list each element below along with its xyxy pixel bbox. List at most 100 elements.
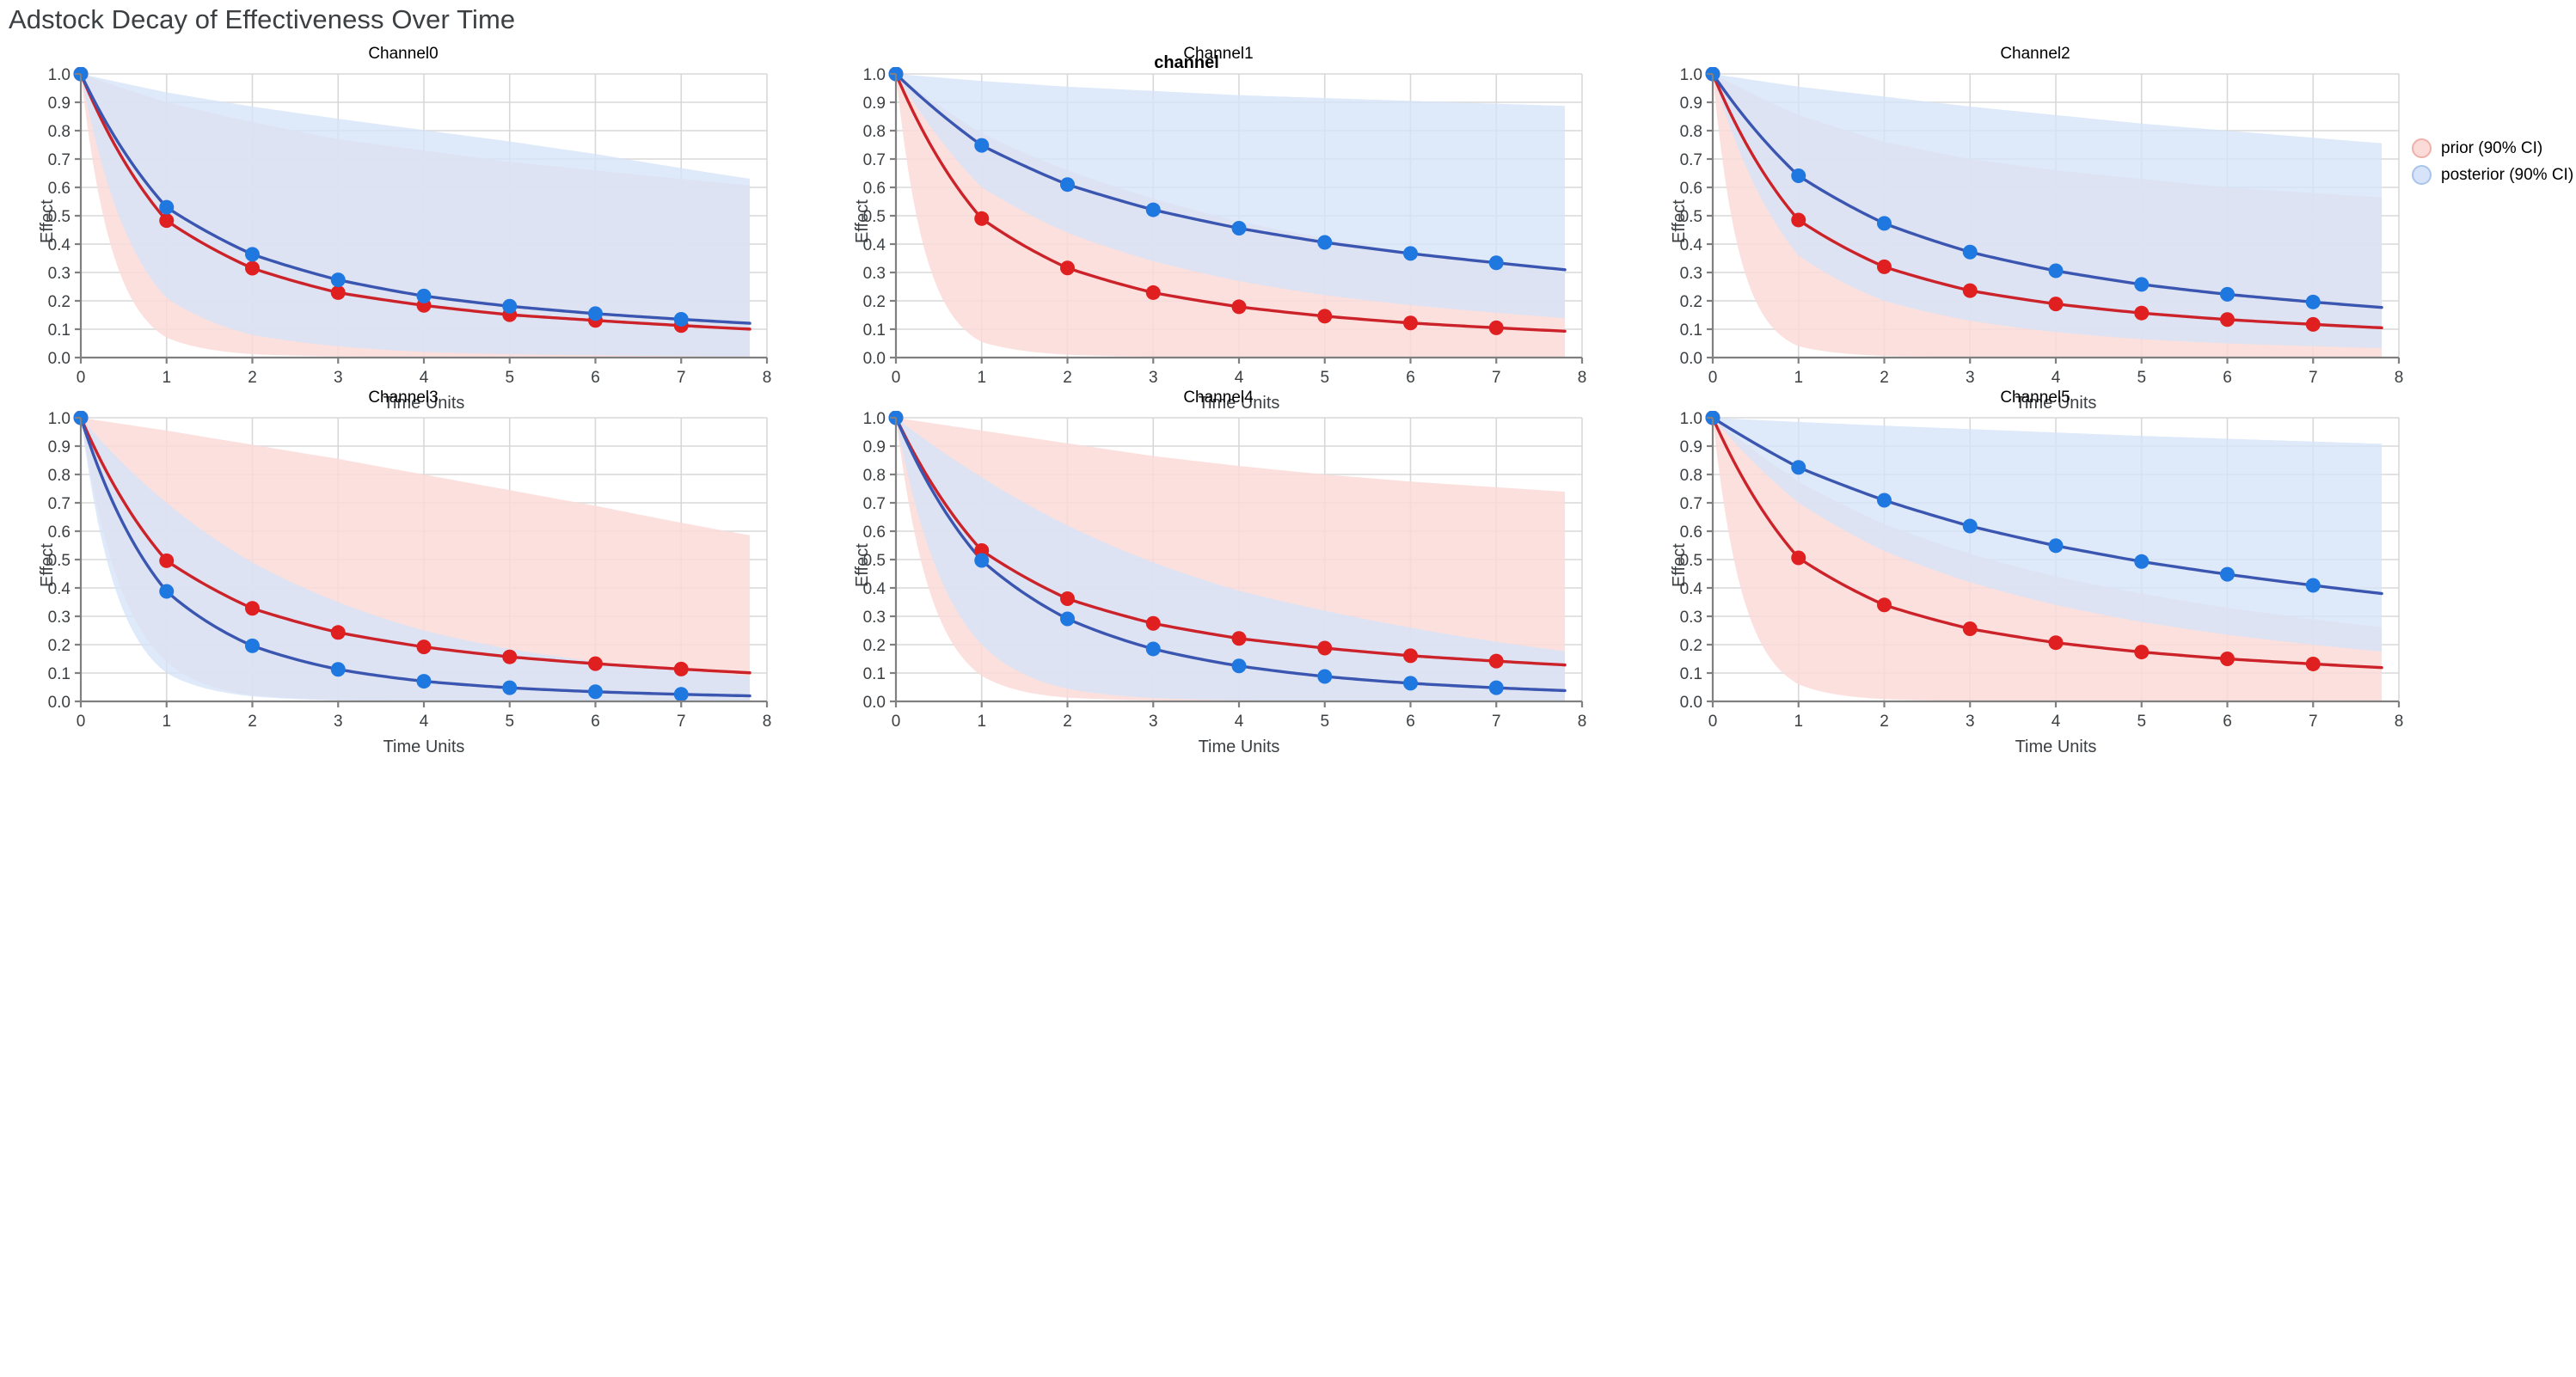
posterior-band bbox=[896, 418, 1566, 701]
y-tick-label: 0.5 bbox=[863, 552, 886, 570]
prior-curve bbox=[79, 416, 751, 675]
y-axis-label: Effect bbox=[853, 199, 872, 243]
prior-point bbox=[1145, 285, 1161, 300]
facet-header: channel bbox=[1154, 53, 1219, 72]
y-tick-label: 0.1 bbox=[48, 665, 71, 683]
prior-point bbox=[1877, 597, 1892, 613]
y-tick-label: 0.6 bbox=[863, 523, 886, 542]
y-tick-label: 0.7 bbox=[48, 151, 71, 169]
y-tick-label: 1.0 bbox=[1680, 67, 1702, 84]
posterior-curve bbox=[894, 416, 1567, 693]
posterior-point bbox=[1145, 641, 1161, 657]
x-tick-label: 8 bbox=[2395, 713, 2404, 731]
y-tick-label: 0.0 bbox=[863, 694, 886, 712]
x-axis-label: Time Units bbox=[383, 394, 465, 413]
prior-point bbox=[159, 213, 175, 229]
x-tick-label: 3 bbox=[334, 713, 343, 731]
x-tick-label: 0 bbox=[1708, 713, 1718, 731]
y-tick-label: 0.6 bbox=[48, 180, 71, 198]
y-tick-label: 0.9 bbox=[48, 95, 71, 113]
x-tick-label: 6 bbox=[2223, 713, 2232, 731]
x-tick-label: 0 bbox=[77, 369, 86, 387]
x-tick-label: 4 bbox=[2052, 369, 2061, 387]
subplot-title: Channel0 bbox=[368, 45, 439, 63]
y-axis-label: Effect bbox=[1670, 199, 1689, 243]
plot-area: 0 1 2 3 4 5 6 7 8 0.0 0.1 0.2 0.3 0.4 0.5 0.6 0.7 0.8 0.9 1… bbox=[28, 411, 779, 736]
posterior-point bbox=[1962, 244, 1978, 260]
posterior-point bbox=[1488, 255, 1504, 271]
x-tick-label: 1 bbox=[162, 713, 171, 731]
data-markers bbox=[73, 411, 689, 702]
posterior-point bbox=[416, 674, 432, 689]
y-axis-label: Effect bbox=[38, 199, 57, 243]
y-tick-label: 0.9 bbox=[48, 438, 71, 456]
page-title: Adstock Decay of Effectiveness Over Time bbox=[9, 4, 516, 34]
posterior-point bbox=[2048, 263, 2064, 278]
ci-bands bbox=[81, 74, 751, 358]
x-tick-label: 1 bbox=[1794, 369, 1803, 387]
y-tick-label: 0.5 bbox=[48, 552, 71, 570]
x-tick-label: 0 bbox=[892, 713, 901, 731]
data-markers bbox=[73, 67, 689, 334]
prior-point bbox=[1145, 615, 1161, 631]
prior-curve bbox=[894, 416, 1567, 667]
prior-curve bbox=[1711, 72, 2383, 330]
posterior-curve bbox=[1711, 416, 2383, 596]
posterior-point bbox=[974, 553, 990, 568]
axes: 0 1 2 3 4 5 6 7 8 0.0 0.1 0.2 0.3 0.4 0.5 0.6 0.7 0.8 0.9 1… bbox=[48, 67, 772, 387]
legend-label: posterior (90% CI) bbox=[2441, 165, 2574, 184]
posterior-band bbox=[1713, 74, 2383, 348]
axes: 0 1 2 3 4 5 6 7 8 0.0 0.1 0.2 0.3 0.4 0.5 0.6 0.7 0.8 0.9 1… bbox=[48, 411, 772, 731]
x-tick-label: 7 bbox=[677, 369, 686, 387]
plot-svg: 0 1 2 3 4 5 6 7 8 0.0 0.1 0.2 0.3 0.4 0.5 0.6 0.7 0.8 0.9 1… bbox=[1680, 67, 2403, 387]
y-tick-label: 0.9 bbox=[863, 438, 886, 456]
x-tick-label: 6 bbox=[591, 713, 600, 731]
y-tick-label: 0.5 bbox=[48, 208, 71, 226]
x-tick-label: 5 bbox=[2137, 713, 2146, 731]
axes: 0 1 2 3 4 5 6 7 8 0.0 0.1 0.2 0.3 0.4 0.5 0.6 0.7 0.8 0.9 1… bbox=[863, 411, 1587, 731]
y-tick-label: 0.0 bbox=[1680, 350, 1702, 368]
decay-curves bbox=[79, 416, 751, 698]
prior-point bbox=[1488, 653, 1504, 669]
legend-item-posterior[interactable]: posterior (90% CI) bbox=[2412, 162, 2573, 188]
prior-point bbox=[245, 260, 260, 276]
prior-point bbox=[245, 601, 260, 616]
y-tick-label: 0.3 bbox=[48, 609, 71, 627]
x-tick-label: 2 bbox=[1880, 369, 1889, 387]
posterior-point bbox=[974, 138, 990, 153]
posterior-point bbox=[1317, 235, 1333, 250]
y-tick-label: 0.4 bbox=[1680, 236, 1703, 254]
x-tick-label: 7 bbox=[2309, 713, 2318, 731]
legend-label: prior (90% CI) bbox=[2441, 138, 2543, 157]
prior-point bbox=[588, 656, 603, 671]
x-tick-label: 5 bbox=[505, 369, 514, 387]
prior-point bbox=[502, 649, 518, 664]
legend-swatch-posterior-icon bbox=[2412, 165, 2432, 185]
y-tick-label: 0.3 bbox=[48, 265, 71, 283]
y-tick-label: 0.7 bbox=[863, 151, 886, 169]
posterior-point bbox=[2220, 566, 2235, 582]
x-tick-label: 4 bbox=[420, 713, 429, 731]
posterior-point bbox=[159, 199, 175, 215]
data-markers bbox=[1705, 67, 2321, 332]
ci-bands bbox=[1713, 418, 2383, 701]
y-tick-label: 0.3 bbox=[1680, 609, 1702, 627]
posterior-point bbox=[1145, 202, 1161, 217]
prior-point bbox=[673, 661, 689, 676]
x-tick-label: 1 bbox=[977, 713, 986, 731]
y-tick-label: 0.4 bbox=[1680, 580, 1703, 598]
legend-item-prior[interactable]: prior (90% CI) bbox=[2412, 135, 2573, 162]
y-tick-label: 0.4 bbox=[863, 580, 886, 598]
posterior-point bbox=[1403, 246, 1418, 261]
decay-curves bbox=[1711, 416, 2383, 670]
x-tick-label: 1 bbox=[162, 369, 171, 387]
prior-point bbox=[1403, 315, 1418, 331]
y-tick-label: 0.5 bbox=[1680, 552, 1702, 570]
prior-point bbox=[1317, 640, 1333, 656]
legend: prior (90% CI) posterior (90% CI) bbox=[2412, 135, 2573, 188]
y-tick-label: 0.8 bbox=[863, 123, 886, 141]
y-tick-label: 0.3 bbox=[1680, 265, 1702, 283]
y-tick-label: 0.1 bbox=[48, 321, 71, 340]
y-tick-label: 0.1 bbox=[863, 665, 886, 683]
x-tick-label: 3 bbox=[1966, 369, 1975, 387]
